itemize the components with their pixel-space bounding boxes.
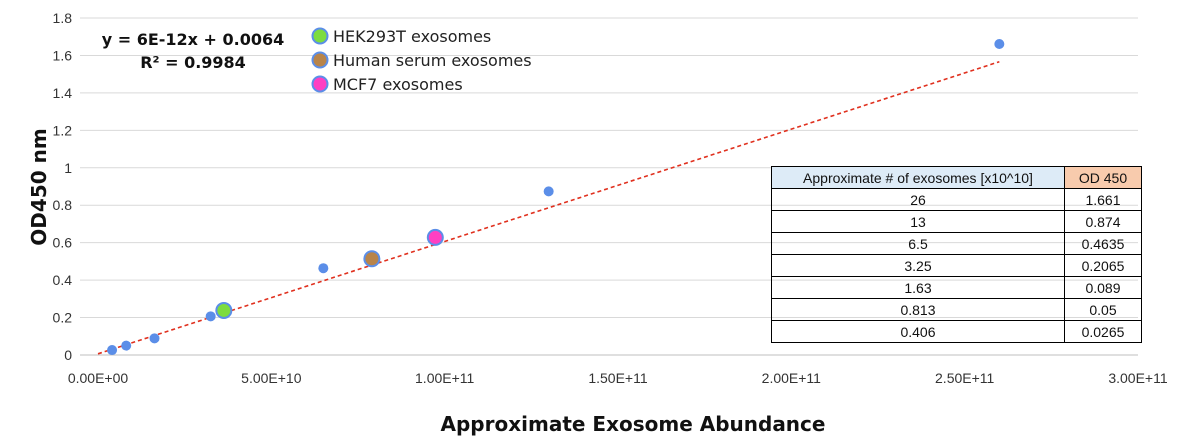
y-tick-label: 0.2: [53, 310, 73, 326]
y-tick-label: 1.6: [53, 47, 73, 63]
data-point: [994, 39, 1005, 50]
data-point: [318, 263, 329, 274]
x-tick-labels: 0.00E+00 5.00E+10 1.00E+11 1.50E+11 2.00E+11…: [68, 370, 1168, 386]
y-tick-labels: 0 0.2 0.4 0.6 0.8 1 1.2 1.4 1.6 1.8: [53, 10, 73, 363]
highlight-point: [215, 301, 233, 319]
table-cell-count: 3.25: [771, 254, 1065, 277]
data-point: [149, 333, 160, 344]
y-tick-label: 0.4: [53, 272, 73, 288]
table-row: 1.63 0.089: [771, 276, 1142, 299]
legend-label: Human serum exosomes: [333, 51, 532, 70]
table-row: 0.813 0.05: [771, 298, 1142, 321]
x-tick-label: 0.00E+00: [68, 370, 129, 386]
table-cell-count: 13: [771, 210, 1065, 233]
table-cell-od: 0.4635: [1064, 232, 1142, 255]
highlight-point: [363, 250, 381, 268]
trendline-layer: [97, 60, 1000, 355]
trendline: [97, 60, 1000, 355]
x-tick-label: 1.50E+11: [588, 370, 648, 386]
legend-marker: [311, 27, 329, 45]
table-row: 3.25 0.2065: [771, 254, 1142, 277]
table-row: 0.406 0.0265: [771, 320, 1142, 343]
table-row: 26 1.661: [771, 188, 1142, 211]
table-cell-od: 0.0265: [1064, 320, 1142, 343]
data-points: [107, 39, 1005, 356]
x-tick-label: 2.50E+11: [935, 370, 995, 386]
r-squared-label: R² = 0.9984: [140, 53, 246, 72]
data-point: [543, 186, 554, 197]
data-point: [121, 340, 132, 351]
table-header-row: Approximate # of exosomes [x10^10] OD 45…: [771, 166, 1142, 189]
y-tick-label: 1: [64, 160, 72, 176]
trendline-equation: y = 6E-12x + 0.0064: [102, 30, 285, 49]
table-cell-od: 0.874: [1064, 210, 1142, 233]
gridlines: [80, 17, 1138, 319]
y-tick-label: 0.8: [53, 197, 73, 213]
table-cell-od: 1.661: [1064, 188, 1142, 211]
legend-marker: [311, 51, 329, 69]
x-tick-label: 1.00E+11: [415, 370, 475, 386]
y-tick-label: 0.6: [53, 235, 73, 251]
data-point: [205, 311, 216, 322]
table-header-count: Approximate # of exosomes [x10^10]: [771, 166, 1065, 189]
legend-label: HEK293T exosomes: [333, 27, 491, 46]
data-point: [107, 345, 118, 356]
table-cell-count: 1.63: [771, 276, 1065, 299]
x-axis-title: Approximate Exosome Abundance: [441, 412, 826, 436]
x-tick-label: 2.00E+11: [762, 370, 822, 386]
table-cell-od: 0.2065: [1064, 254, 1142, 277]
table-cell-count: 0.406: [771, 320, 1065, 343]
table-cell-od: 0.05: [1064, 298, 1142, 321]
y-tick-label: 0: [64, 347, 72, 363]
x-tick-label: 5.00E+10: [241, 370, 302, 386]
table-cell-od: 0.089: [1064, 276, 1142, 299]
x-tick-label: 3.00E+11: [1108, 370, 1168, 386]
table-cell-count: 26: [771, 188, 1065, 211]
table-cell-count: 6.5: [771, 232, 1065, 255]
y-tick-label: 1.2: [53, 122, 73, 138]
y-axis-title: OD450 nm: [27, 128, 51, 245]
highlight-point: [426, 228, 444, 246]
legend-marker: [311, 75, 329, 93]
table-row: 13 0.874: [771, 210, 1142, 233]
table-row: 6.5 0.4635: [771, 232, 1142, 255]
legend-label: MCF7 exosomes: [333, 75, 463, 94]
data-table: Approximate # of exosomes [x10^10] OD 45…: [771, 166, 1142, 343]
y-tick-label: 1.4: [53, 85, 73, 101]
legend: HEK293T exosomes Human serum exosomes MCF7…: [311, 27, 532, 94]
y-tick-label: 1.8: [53, 10, 73, 26]
table-header-od: OD 450: [1064, 166, 1142, 189]
table-cell-count: 0.813: [771, 298, 1065, 321]
